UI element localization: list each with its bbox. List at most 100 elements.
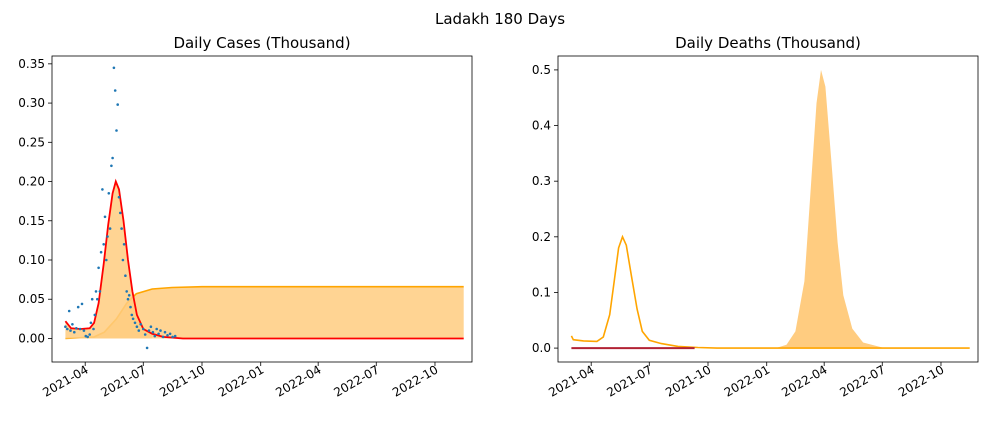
data-point — [139, 323, 142, 326]
data-point — [133, 321, 137, 325]
data-point — [102, 243, 105, 246]
data-point — [124, 274, 127, 278]
x-tick-label: 2021-07 — [98, 362, 148, 399]
panel-title: Daily Cases (Thousand) — [173, 34, 350, 52]
data-point — [71, 323, 74, 326]
data-point — [88, 333, 91, 336]
data-point — [142, 327, 145, 331]
data-point — [166, 334, 169, 337]
y-tick-label: 0.4 — [532, 119, 551, 133]
x-tick-label: 2021-07 — [604, 362, 654, 399]
data-point — [120, 227, 123, 230]
plot-frame — [557, 55, 979, 363]
data-point — [67, 309, 71, 313]
x-tick-label: 2022-10 — [390, 362, 440, 399]
data-point — [76, 305, 80, 309]
data-point — [145, 346, 149, 350]
data-point — [78, 327, 82, 331]
data-point — [130, 313, 134, 317]
data-point — [73, 330, 76, 334]
deaths-panel: Daily Deaths (Thousand) 0.0 0.1 0.2 0.3 0.4 0.… — [532, 34, 979, 400]
data-point — [151, 330, 155, 334]
data-point — [125, 290, 128, 293]
y-tick-label: 0.3 — [532, 174, 551, 188]
data-point — [93, 313, 97, 317]
data-point — [89, 321, 93, 325]
data-point — [108, 227, 112, 230]
data-point — [92, 327, 95, 331]
data-point — [143, 333, 147, 336]
data-point — [64, 325, 67, 329]
data-point — [112, 66, 116, 70]
data-point — [122, 243, 126, 246]
data-point — [149, 325, 153, 329]
data-point — [82, 329, 86, 332]
panel-title: Daily Deaths (Thousand) — [675, 34, 861, 52]
plot-area — [64, 66, 464, 350]
data-point — [107, 192, 111, 195]
data-point — [115, 129, 118, 132]
data-point — [103, 215, 107, 219]
data-point — [147, 329, 151, 332]
y-tick-label: 0.25 — [18, 135, 45, 149]
cases-fit-line — [64, 178, 464, 340]
y-tick-label: 0.05 — [18, 292, 45, 306]
x-tick-label: 2022-10 — [896, 362, 946, 399]
cases-panel: Daily Cases (Thousand) 0.00 0.05 0.10 0.15 0.… — [18, 34, 473, 400]
data-point — [117, 195, 121, 199]
data-point — [126, 297, 130, 301]
x-tick-label: 2022-04 — [273, 362, 323, 399]
data-point — [173, 334, 177, 338]
data-point — [135, 325, 139, 329]
deaths-area — [775, 69, 902, 349]
data-point — [159, 329, 162, 332]
data-point — [168, 332, 172, 336]
y-tick-label: 0.35 — [18, 57, 45, 71]
data-point — [105, 258, 108, 262]
y-tick-label: 0.00 — [18, 331, 45, 345]
cases-peak-fill — [65, 181, 153, 339]
figure-title: Ladakh 180 Days — [435, 10, 565, 28]
deaths-line — [570, 234, 970, 349]
data-point — [127, 294, 131, 297]
data-point — [111, 156, 114, 160]
data-point — [86, 335, 89, 339]
data-point — [116, 103, 119, 106]
data-point — [98, 290, 102, 293]
y-tick-label: 0.0 — [532, 341, 551, 355]
data-point — [94, 290, 98, 293]
data-point — [129, 305, 132, 309]
plot-frame — [51, 55, 473, 363]
plot-area — [570, 69, 970, 350]
x-tick-label: 2021-10 — [663, 362, 713, 399]
data-point — [153, 334, 157, 338]
y-tick-label: 0.10 — [18, 253, 45, 267]
data-point — [97, 266, 100, 270]
x-tick-label: 2021-04 — [40, 362, 90, 399]
data-point — [113, 89, 117, 92]
data-point — [137, 329, 141, 332]
data-point — [163, 330, 167, 334]
data-point — [106, 235, 109, 238]
x-tick-label: 2022-04 — [779, 362, 829, 399]
data-point — [69, 329, 72, 332]
data-point — [121, 258, 125, 262]
data-point — [80, 302, 84, 306]
data-point — [119, 211, 122, 215]
y-tick-label: 0.2 — [532, 230, 551, 244]
data-point — [75, 327, 78, 330]
x-tick-label: 2022-07 — [837, 362, 887, 399]
data-point — [101, 188, 104, 191]
x-tick-label: 2021-04 — [546, 362, 596, 399]
x-tick-label: 2022-01 — [216, 362, 266, 399]
y-tick-label: 0.15 — [18, 214, 45, 228]
cases-band-fill — [65, 286, 464, 339]
data-point — [171, 335, 174, 339]
x-tick-label: 2022-01 — [722, 362, 772, 399]
data-point — [96, 297, 99, 301]
data-point — [155, 327, 158, 331]
data-point — [90, 297, 94, 301]
data-point — [131, 317, 135, 321]
